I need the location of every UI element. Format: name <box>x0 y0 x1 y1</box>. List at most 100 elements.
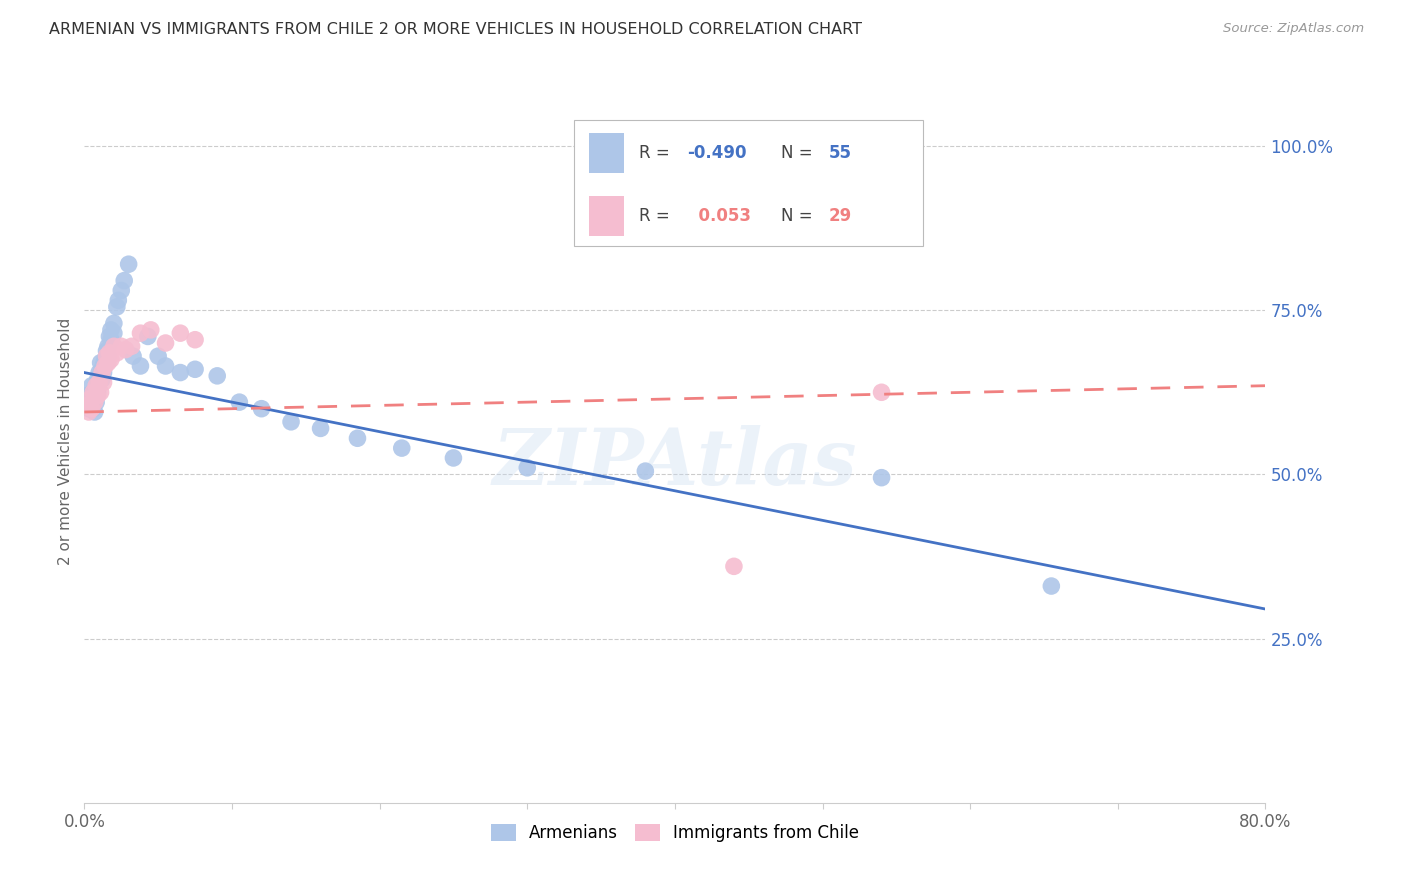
Point <box>107 293 129 308</box>
Point <box>129 359 152 373</box>
Point <box>80 378 103 392</box>
Point <box>84 395 107 409</box>
Point <box>98 329 121 343</box>
Point <box>169 326 191 341</box>
Point <box>100 323 122 337</box>
Point <box>184 362 207 376</box>
Point <box>391 441 413 455</box>
Point <box>87 376 111 390</box>
Text: 55: 55 <box>828 144 852 161</box>
Point <box>87 376 111 390</box>
Point <box>118 257 141 271</box>
Point <box>723 559 745 574</box>
Point <box>91 372 114 386</box>
Point <box>93 376 115 390</box>
Point <box>86 372 108 386</box>
Point <box>87 366 111 380</box>
Point <box>86 388 108 402</box>
Point <box>97 356 120 370</box>
Point <box>105 346 128 360</box>
Point <box>82 401 104 416</box>
Text: 0.053: 0.053 <box>686 207 751 225</box>
Text: R =: R = <box>640 144 675 161</box>
Point <box>103 326 125 341</box>
Point <box>129 326 152 341</box>
Point <box>870 385 893 400</box>
Text: N =: N = <box>782 144 818 161</box>
Point <box>80 401 103 416</box>
Text: ZIPAtlas: ZIPAtlas <box>492 425 858 501</box>
Point <box>77 405 100 419</box>
Point <box>79 392 101 406</box>
Point <box>93 366 115 380</box>
Point <box>96 343 118 358</box>
Point <box>76 398 98 412</box>
Text: N =: N = <box>782 207 818 225</box>
Text: -0.490: -0.490 <box>686 144 747 161</box>
Point <box>98 346 121 360</box>
Point <box>103 316 125 330</box>
Point <box>280 415 302 429</box>
Point <box>77 401 100 416</box>
Point <box>96 349 118 363</box>
Text: ARMENIAN VS IMMIGRANTS FROM CHILE 2 OR MORE VEHICLES IN HOUSEHOLD CORRELATION CH: ARMENIAN VS IMMIGRANTS FROM CHILE 2 OR M… <box>49 22 862 37</box>
Point <box>139 323 162 337</box>
Legend: Armenians, Immigrants from Chile: Armenians, Immigrants from Chile <box>484 817 866 848</box>
Point <box>110 339 132 353</box>
Point <box>94 359 117 373</box>
Bar <box>589 196 624 235</box>
Point <box>79 392 101 406</box>
Point <box>250 401 273 416</box>
Point <box>105 300 128 314</box>
Point <box>516 460 538 475</box>
Point <box>346 431 368 445</box>
Point <box>91 366 114 380</box>
Point <box>100 333 122 347</box>
Point <box>169 366 191 380</box>
Point <box>228 395 250 409</box>
Text: Source: ZipAtlas.com: Source: ZipAtlas.com <box>1223 22 1364 36</box>
Point <box>155 359 177 373</box>
Point <box>110 284 132 298</box>
Point <box>122 349 145 363</box>
Point <box>112 274 135 288</box>
Bar <box>589 133 624 173</box>
Point <box>82 385 104 400</box>
Point <box>84 378 107 392</box>
Point <box>93 357 115 371</box>
Point <box>136 329 159 343</box>
Point <box>82 385 104 400</box>
Point <box>90 356 112 370</box>
Text: R =: R = <box>640 207 675 225</box>
Point <box>76 388 98 402</box>
Point <box>1040 579 1063 593</box>
Point <box>207 368 229 383</box>
Point <box>91 362 114 376</box>
Point <box>148 349 170 363</box>
Point <box>103 339 125 353</box>
Point <box>96 354 118 368</box>
Y-axis label: 2 or more Vehicles in Household: 2 or more Vehicles in Household <box>58 318 73 566</box>
Point <box>90 368 112 382</box>
Point <box>155 336 177 351</box>
Point <box>121 339 143 353</box>
Point <box>80 398 103 412</box>
Point <box>83 405 105 419</box>
Point <box>309 421 332 435</box>
Point <box>94 352 117 367</box>
Point <box>114 343 136 357</box>
Point <box>184 333 207 347</box>
Point <box>86 385 108 400</box>
Point <box>97 339 120 353</box>
Point <box>84 382 107 396</box>
Point <box>634 464 657 478</box>
Point <box>83 395 105 409</box>
Point <box>100 352 122 367</box>
Point <box>90 385 112 400</box>
Point <box>443 450 465 465</box>
Point <box>97 349 120 363</box>
FancyBboxPatch shape <box>575 120 922 246</box>
Point <box>870 471 893 485</box>
Text: 29: 29 <box>828 207 852 225</box>
Point <box>83 392 105 406</box>
